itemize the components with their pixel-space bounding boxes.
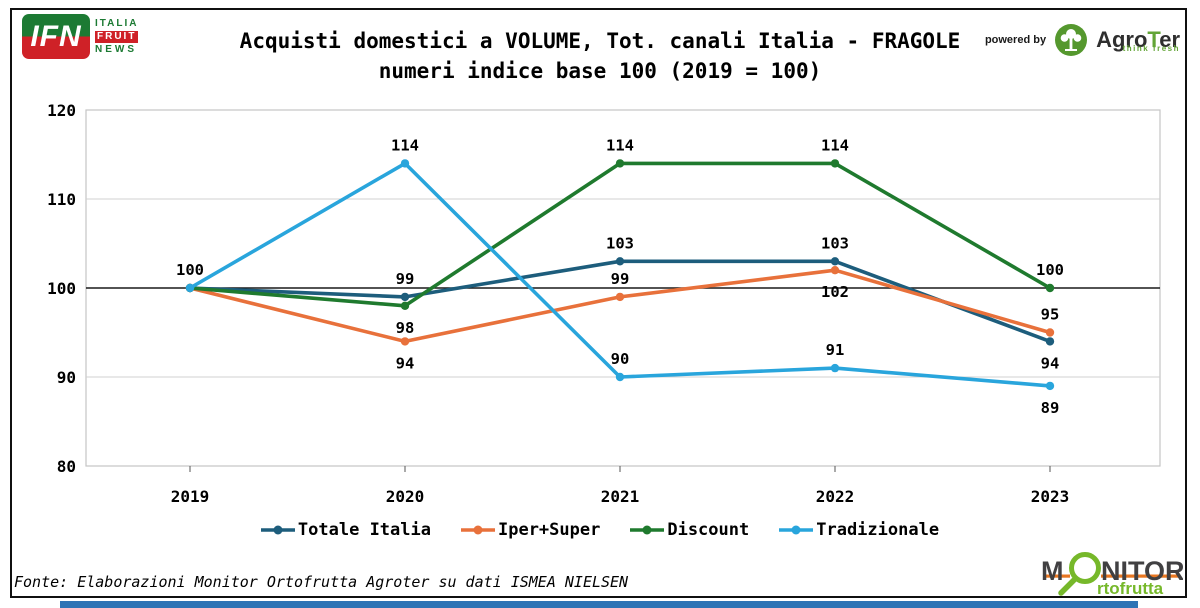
point-label: 99: [396, 270, 415, 288]
point-label: 102: [821, 283, 849, 301]
magnifier-lens-icon: [1069, 552, 1101, 584]
svg-text:NITOR: NITOR: [1101, 556, 1183, 586]
ifn-logo-text: ITALIA FRUIT NEWS: [95, 17, 139, 56]
agroter-wordmark: AgroTer think fresh: [1096, 27, 1180, 54]
chart-title-line2: numeri indice base 100 (2019 = 100): [378, 59, 822, 83]
agroter-logo: powered by AgroTer think fresh: [985, 24, 1180, 56]
legend-swatch-icon: [460, 525, 495, 535]
x-tick-label: 2020: [386, 487, 425, 506]
point-label: 91: [826, 341, 845, 359]
ifn-italia-label: ITALIA: [95, 17, 139, 29]
ifn-fruit-label: FRUIT: [95, 30, 139, 43]
powered-by-label: powered by: [984, 34, 1047, 46]
legend-item-iper-super: Iper+Super: [460, 520, 601, 540]
source-note: Fonte: Elaborazioni Monitor Ortofrutta A…: [14, 573, 629, 591]
data-point-totale-italia: [615, 257, 625, 266]
y-tick-label: 120: [47, 101, 76, 120]
data-point-discount: [615, 159, 625, 168]
data-point-totale-italia: [400, 292, 410, 302]
legend-item-totale-italia: Totale Italia: [260, 520, 431, 540]
point-label: 90: [611, 350, 630, 368]
monitor-ortofrutta-logo: M NITOR rtofrutta: [1041, 550, 1185, 602]
legend-item-discount: Discount: [630, 520, 749, 540]
data-point-iper-super: [830, 266, 840, 275]
point-label: 114: [821, 136, 849, 154]
data-point-tradizionale: [1045, 381, 1055, 391]
ifn-abbr: IFN: [30, 20, 82, 53]
chart-title: Acquisti domestici a VOLUME, Tot. canali…: [0, 26, 1200, 86]
ifn-logo: IFN ITALIA FRUIT NEWS: [22, 14, 139, 59]
agroter-tree-icon: [1055, 24, 1088, 56]
legend-label: Iper+Super: [497, 520, 601, 540]
legend: Totale Italia Iper+Super Discount Tradizion…: [0, 520, 1200, 540]
legend-item-tradizionale: Tradizionale: [779, 520, 939, 540]
point-label: 103: [821, 234, 849, 252]
x-tick-label: 2019: [171, 487, 210, 506]
data-point-iper-super: [615, 292, 625, 302]
monitor-logo-graphic: M NITOR rtofrutta: [1041, 552, 1185, 598]
data-point-discount: [1045, 283, 1055, 293]
agroter-text-er: er: [1159, 27, 1180, 52]
legend-label: Totale Italia: [297, 520, 431, 540]
y-tick-label: 80: [57, 457, 76, 476]
data-point-tradizionale: [615, 372, 625, 382]
legend-label: Discount: [667, 520, 750, 540]
data-point-tradizionale: [830, 363, 840, 373]
data-point-iper-super: [400, 337, 410, 346]
bottom-blue-bar: [60, 601, 1138, 608]
point-label: 98: [396, 319, 415, 337]
data-point-discount: [400, 301, 410, 310]
ifn-news-label: NEWS: [95, 43, 137, 55]
point-label: 114: [606, 136, 634, 154]
agroter-tagline: think fresh: [1122, 44, 1180, 53]
legend-swatch-icon: [260, 525, 295, 535]
magnifier-handle-icon: [1058, 577, 1077, 596]
data-point-totale-italia: [1045, 337, 1055, 346]
y-tick-label: 100: [47, 279, 76, 298]
svg-text:rtofrutta: rtofrutta: [1097, 579, 1164, 598]
data-point-tradizionale: [400, 159, 410, 168]
x-tick-label: 2023: [1031, 487, 1070, 506]
data-point-totale-italia: [830, 257, 840, 266]
data-point-iper-super: [1045, 328, 1055, 337]
y-tick-label: 90: [57, 368, 76, 387]
ifn-logo-mark: IFN: [22, 14, 90, 59]
y-tick-label: 110: [47, 190, 76, 209]
svg-text:M: M: [1041, 556, 1064, 586]
legend-swatch-icon: [630, 525, 665, 535]
point-label: 100: [1036, 261, 1064, 279]
point-label: 100: [176, 261, 204, 279]
data-point-tradizionale: [185, 283, 195, 293]
legend-label: Tradizionale: [816, 520, 940, 540]
plot-svg: 2019 2020 2021 2022 2023 120 110 100 90 80 100 99 10…: [47, 101, 1161, 506]
point-label: 114: [391, 136, 419, 154]
point-label: 94: [1041, 354, 1060, 372]
point-label: 95: [1041, 306, 1060, 324]
point-label: 99: [611, 270, 630, 288]
chart-title-line1: Acquisti domestici a VOLUME, Tot. canali…: [239, 29, 961, 53]
point-label: 103: [606, 234, 634, 252]
x-tick-label: 2022: [816, 487, 855, 506]
data-point-discount: [830, 159, 840, 168]
legend-swatch-icon: [779, 525, 814, 535]
x-tick-label: 2021: [601, 487, 640, 506]
agroter-text-agro: Agro: [1096, 27, 1148, 52]
outer-border: [10, 8, 1187, 598]
agroter-text-t: T: [1147, 27, 1160, 52]
point-label: 94: [396, 354, 415, 372]
point-label: 89: [1041, 399, 1060, 417]
